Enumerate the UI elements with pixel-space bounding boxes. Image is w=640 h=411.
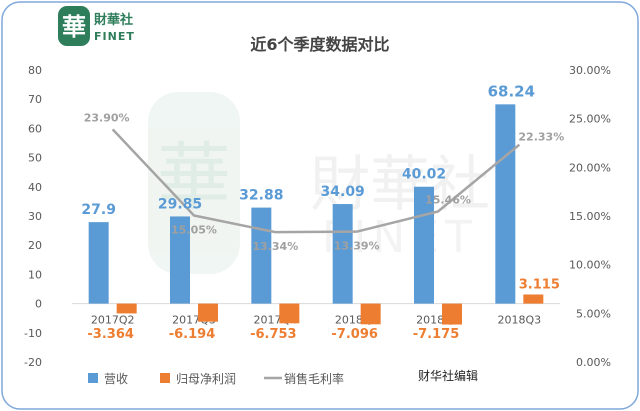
legend: 营收 归母净利润 销售毛利率 [88, 371, 344, 386]
bar-net-profit [442, 303, 462, 325]
label-gross-margin: 23.90% [84, 111, 130, 124]
label-gross-margin: 13.34% [252, 240, 298, 253]
logo-en: FINET [94, 30, 135, 43]
legend-label: 销售毛利率 [284, 371, 344, 386]
label-net-profit: -3.364 [87, 327, 134, 342]
chart-title: 近6个季度数据对比 [250, 35, 389, 54]
logo: 華 財華社 FINET [58, 6, 135, 46]
label-revenue: 32.88 [239, 188, 283, 204]
label-net-profit: -7.175 [413, 327, 460, 342]
bar-net-profit [523, 294, 544, 304]
bar-revenue [332, 204, 353, 304]
y-right-tick-label: 15.00% [569, 210, 611, 223]
y-left-tick-label: 80 [28, 64, 42, 77]
label-net-profit: -6.753 [250, 327, 297, 342]
label-net-profit: 3.115 [519, 278, 560, 293]
bar-revenue [88, 222, 109, 304]
x-tick-label: 2017Q2 [91, 314, 135, 327]
bar-net-profit [279, 303, 300, 324]
y-right-tick-label: 10.00% [569, 259, 611, 272]
bar-revenue [495, 104, 516, 304]
y-left-tick-label: 70 [28, 93, 42, 106]
label-gross-margin: 15.05% [171, 224, 217, 237]
credit-text: 财华社编辑 [418, 368, 478, 383]
y-right-tick-label: 5.00% [576, 307, 611, 320]
legend-swatch [88, 373, 98, 383]
data-labels: 27.9 29.85 32.88 34.09 40.02 68.24 -3.364 -6.19… [81, 82, 564, 342]
y-left-tick-label: 60 [28, 122, 42, 135]
axes: -20 -10 0 10 20 30 40 50 60 70 80 0.00% 5.00% 10.00% 1… [24, 64, 611, 369]
y-right-tick-label: 20.00% [569, 161, 611, 174]
label-net-profit: -6.194 [169, 327, 216, 342]
label-revenue: 27.9 [81, 202, 116, 218]
bar-net-profit [116, 303, 137, 314]
bar-net-profit [198, 303, 218, 322]
y-right-tick-label: 30.00% [569, 64, 611, 77]
bars [88, 104, 544, 325]
legend-label: 营收 [104, 372, 128, 386]
label-revenue: 40.02 [402, 167, 446, 183]
y-left-tick-label: 20 [28, 239, 42, 252]
label-net-profit: -7.096 [331, 327, 378, 342]
y-left-tick-label: 0 [35, 298, 42, 311]
legend-label: 归母净利润 [176, 372, 236, 386]
label-revenue: 29.85 [158, 196, 202, 212]
label-revenue: 68.24 [488, 82, 535, 100]
label-gross-margin: 13.39% [334, 240, 380, 253]
label-gross-margin: 15.46% [425, 194, 471, 207]
y-right-tick-label: 25.00% [569, 113, 611, 126]
x-tick-label: 2018Q3 [498, 314, 542, 327]
y-left-tick-label: 10 [28, 268, 42, 281]
logo-badge [58, 6, 90, 46]
logo-glyph: 華 [62, 13, 86, 41]
y-left-tick-label: -10 [24, 327, 42, 340]
y-left-tick-label: 50 [28, 152, 42, 165]
bar-revenue [170, 216, 190, 304]
bar-net-profit [360, 303, 381, 325]
watermark-glyph: 華 [157, 135, 231, 221]
logo-cn: 財華社 [93, 12, 133, 28]
line-series [111, 128, 521, 234]
label-revenue: 34.09 [321, 184, 365, 200]
bar-revenue [251, 207, 272, 304]
y-left-tick-label: 40 [28, 181, 42, 194]
label-gross-margin: 22.33% [518, 131, 564, 144]
y-right-tick-label: 0.00% [576, 356, 611, 369]
y-left-tick-label: 30 [28, 210, 42, 223]
y-left-tick-label: -20 [24, 356, 42, 369]
legend-swatch [160, 373, 170, 383]
line-gross-margin [111, 128, 521, 234]
